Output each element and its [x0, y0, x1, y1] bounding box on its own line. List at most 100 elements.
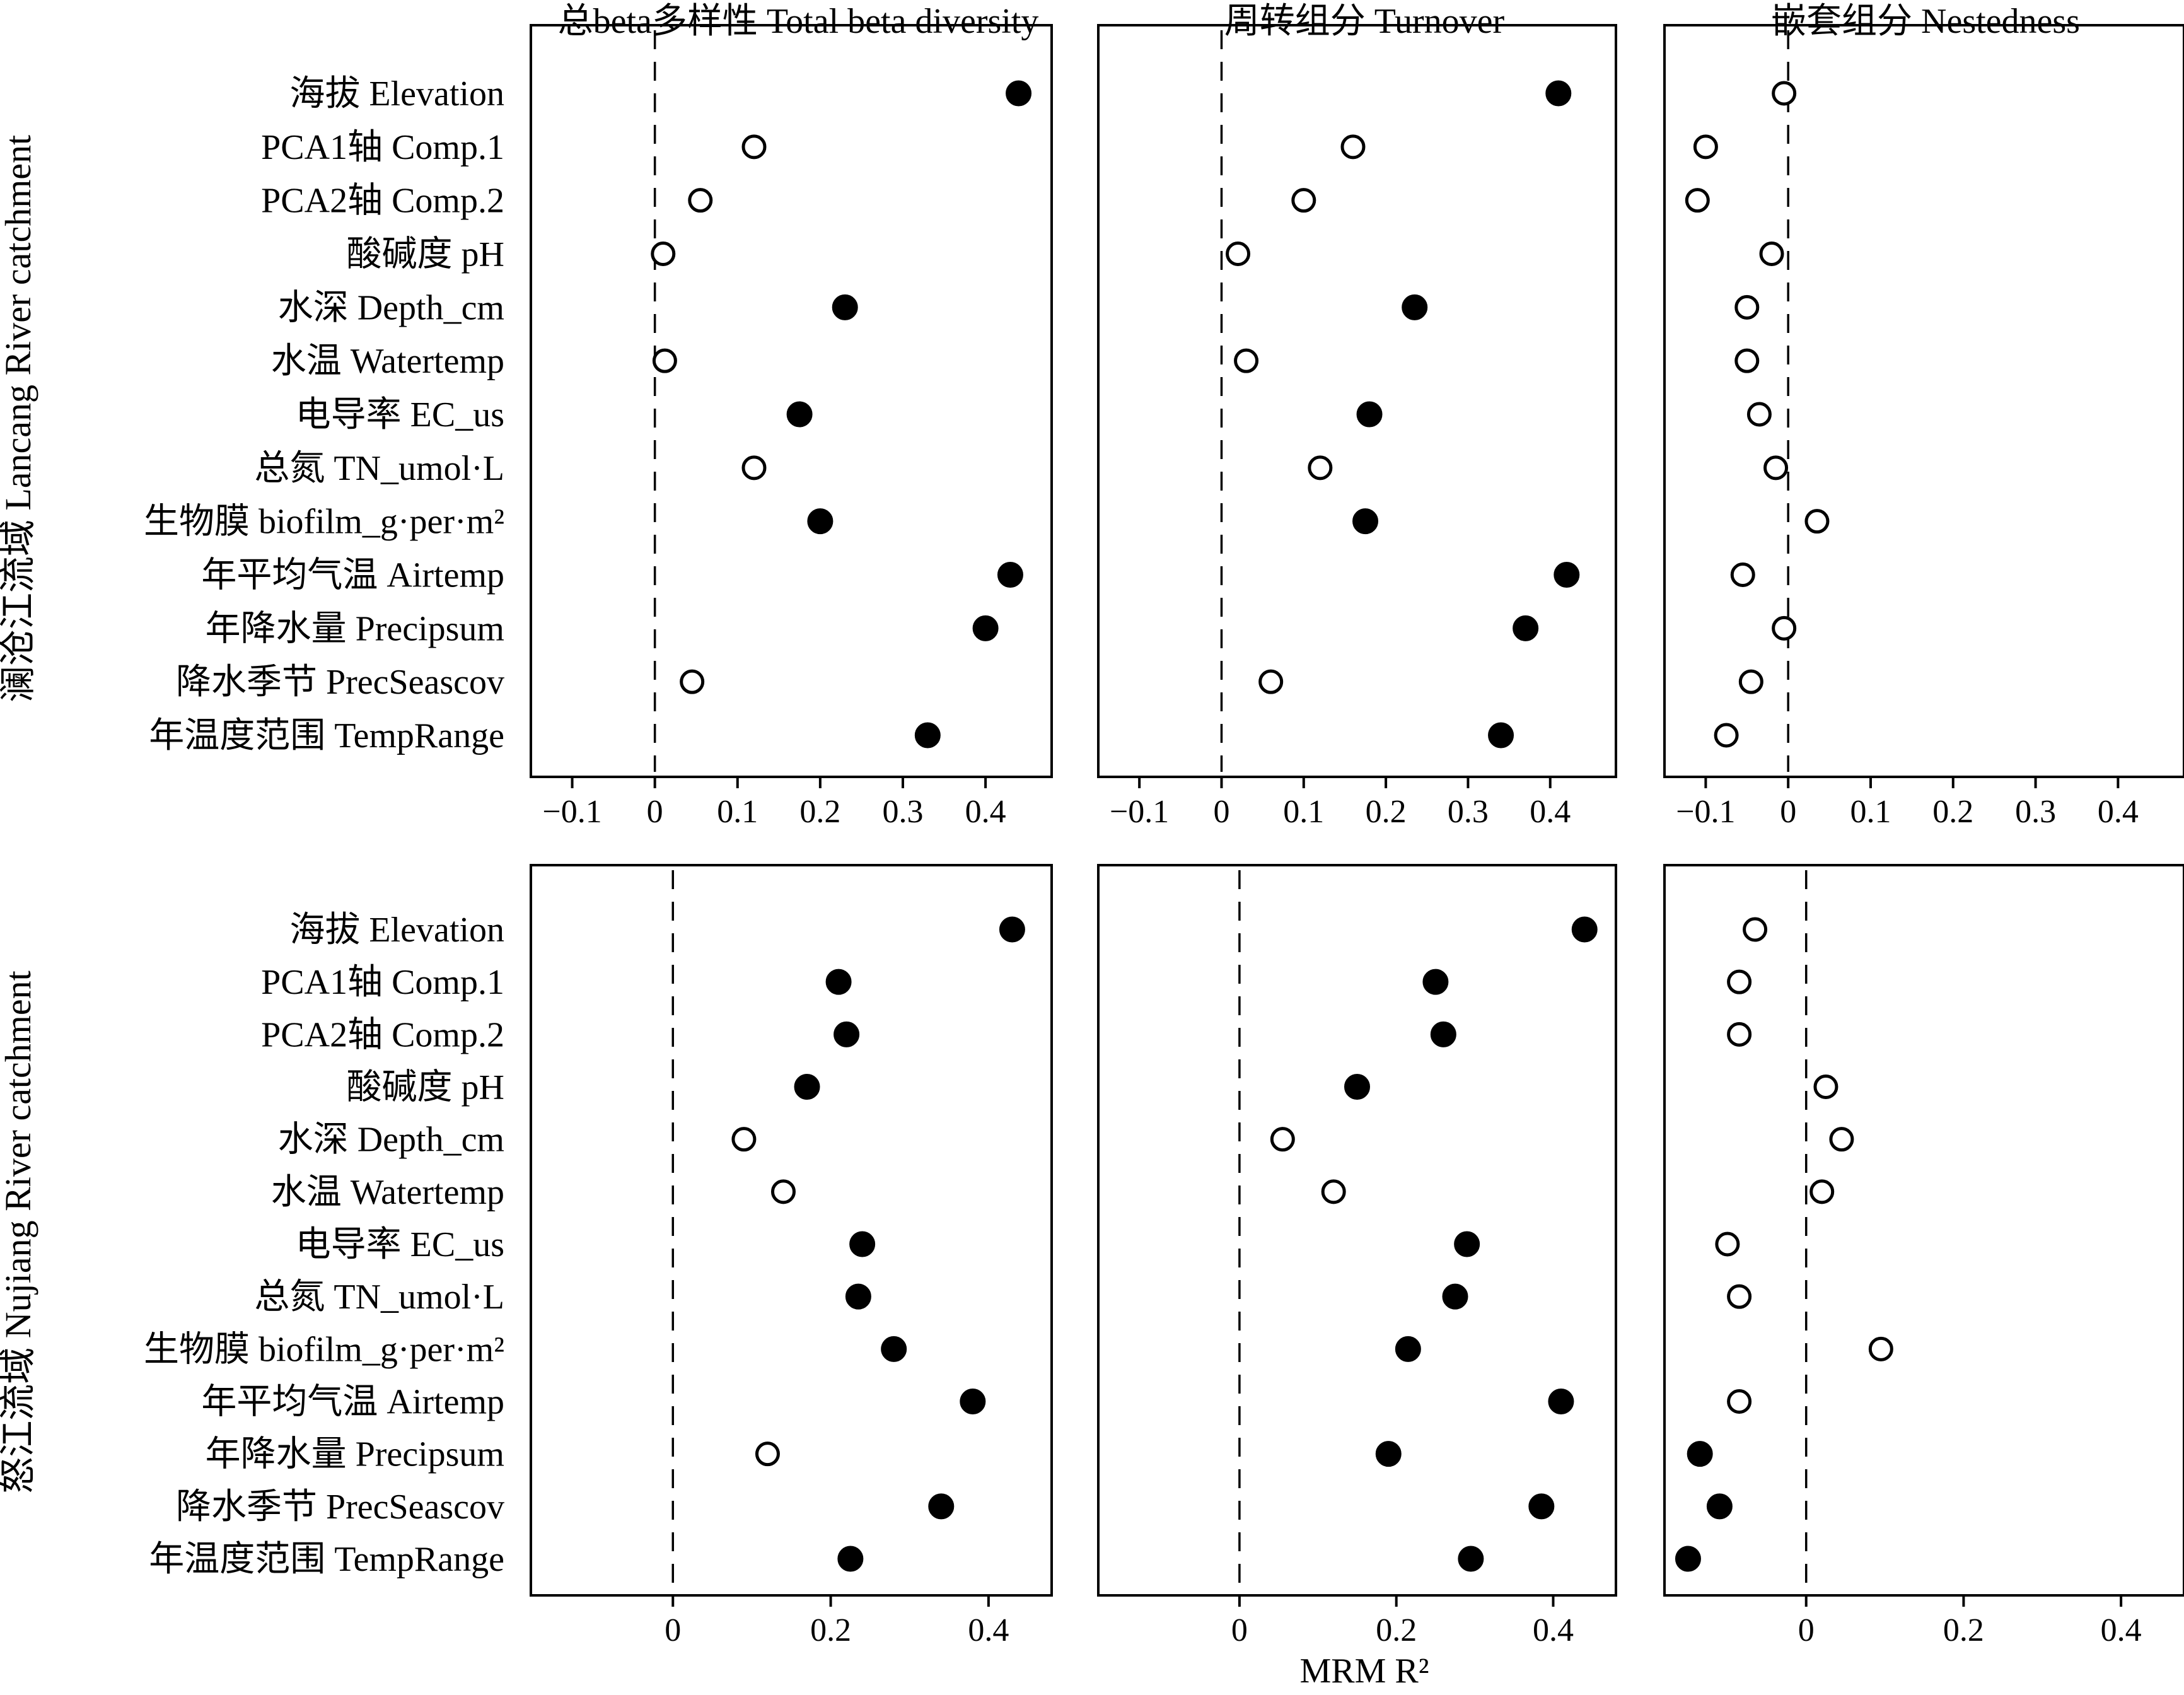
data-point	[1356, 401, 1383, 428]
panel-r0-c2: −0.1 0 0.1 0.2 0.3 0.4	[1663, 24, 2184, 830]
data-point	[786, 401, 813, 428]
category-label: 海拔 Elevation	[289, 911, 504, 950]
row-label-lancang: 澜沧江流域 Lancang River catchment	[0, 135, 38, 702]
category-label: PCA1轴 Comp.1	[261, 128, 504, 167]
data-point	[1344, 1074, 1370, 1100]
data-point	[928, 1493, 955, 1520]
data-point	[680, 669, 705, 694]
data-point	[1759, 242, 1784, 266]
x-tick-label: 0.3	[883, 794, 924, 830]
data-point	[1352, 508, 1379, 535]
x-tick-label: −0.1	[1676, 794, 1735, 830]
data-point	[881, 1336, 907, 1362]
category-label: 生物膜 biofilm_g·per·m²	[144, 503, 504, 542]
x-tick-label: 0.1	[1283, 794, 1324, 830]
category-label: 水温 Watertemp	[271, 1173, 504, 1212]
category-label: 总氮 TN_umol·L	[254, 449, 504, 488]
panel-frame	[1663, 864, 2184, 1597]
category-labels: 海拔 Elevation PCA1轴 Comp.1 PCA2轴 Comp.2 酸碱度 …	[144, 74, 504, 1579]
data-point	[770, 1179, 796, 1204]
data-point	[1727, 1022, 1752, 1047]
data-point	[731, 1127, 757, 1152]
category-label: 年平均气温 Airtemp	[201, 1383, 504, 1422]
data-point	[1454, 1231, 1480, 1257]
data-point	[1727, 1389, 1752, 1414]
x-tick-label: 0.4	[968, 1612, 1009, 1648]
category-label: 年降水量 Precipsum	[206, 609, 504, 648]
data-point	[1442, 1283, 1468, 1310]
x-tick-label: 0	[1780, 794, 1796, 830]
x-tick-label: 0.2	[1932, 794, 1973, 830]
data-point	[837, 1546, 864, 1572]
x-tick-label: 0	[1213, 794, 1229, 830]
data-point	[741, 455, 767, 481]
data-point	[845, 1283, 871, 1310]
panel-r0-c0: −0.1 0 0.1 0.2 0.3 0.4	[530, 24, 1053, 830]
x-tick-label: 0.4	[2101, 1612, 2142, 1648]
data-point	[1554, 562, 1580, 588]
category-label: PCA2轴 Comp.2	[261, 1015, 504, 1054]
panel-r1-c1: 0 0.2 0.4	[1097, 864, 1617, 1648]
data-point	[1693, 134, 1718, 160]
data-point	[1685, 188, 1710, 213]
data-point	[1772, 615, 1797, 641]
data-point	[1548, 1389, 1574, 1414]
panel-frame	[1097, 864, 1617, 1597]
data-point	[1763, 455, 1789, 481]
category-label: PCA2轴 Comp.2	[261, 182, 504, 221]
data-point	[999, 916, 1025, 943]
data-point	[1714, 723, 1739, 748]
x-tick-label: 0.2	[1376, 1612, 1417, 1648]
data-point	[1868, 1336, 1893, 1361]
data-point	[914, 722, 941, 748]
x-tick-label: 0.4	[2098, 794, 2139, 830]
data-point	[825, 969, 852, 995]
data-point	[1706, 1493, 1733, 1520]
data-point	[1743, 917, 1768, 942]
data-point	[1513, 615, 1539, 641]
category-label: 水深 Depth_cm	[278, 1121, 504, 1160]
data-point	[652, 348, 677, 373]
data-point	[1813, 1075, 1838, 1099]
data-point	[832, 294, 858, 320]
data-point	[1746, 402, 1772, 427]
data-point	[1270, 1127, 1295, 1152]
data-point	[1422, 969, 1449, 995]
panel-frame	[530, 864, 1053, 1597]
data-point	[1571, 916, 1598, 943]
category-label: 降水季节 PrecSeascov	[176, 663, 504, 702]
x-tick-label: 0.4	[965, 794, 1006, 830]
panel-r0-c1: −0.1 0 0.1 0.2 0.3 0.4	[1097, 24, 1617, 830]
column-titles: 总beta多样性 Total beta diversity 周转组分 Turno…	[558, 2, 2080, 41]
category-label: 电导率 EC_us	[296, 1225, 504, 1264]
data-point	[1340, 134, 1366, 160]
data-point	[834, 1021, 860, 1047]
x-tick-label: 0.2	[1943, 1612, 1984, 1648]
data-point	[1727, 969, 1752, 994]
data-point	[1734, 294, 1760, 320]
column-title-turnover: 周转组分 Turnover	[1224, 2, 1505, 41]
x-tick-label: 0	[665, 1612, 681, 1648]
data-point	[1321, 1179, 1346, 1204]
x-tick-label: −0.1	[1110, 794, 1169, 830]
data-point	[807, 508, 834, 535]
category-label: 酸碱度 pH	[347, 235, 504, 274]
x-tick-label: 0.3	[1448, 794, 1489, 830]
data-point	[960, 1389, 986, 1414]
x-tick-label: 0.4	[1533, 1612, 1574, 1648]
data-point	[1308, 455, 1333, 481]
data-point	[1291, 188, 1316, 213]
data-point	[1738, 669, 1763, 694]
data-point	[1829, 1127, 1854, 1152]
data-point	[1226, 242, 1251, 266]
column-title-nestedness: 嵌套组分 Nestedness	[1771, 2, 2080, 41]
category-label: 酸碱度 pH	[347, 1068, 504, 1107]
panel-frame	[1097, 24, 1617, 778]
category-label: 水温 Watertemp	[271, 342, 504, 381]
row-labels: 澜沧江流域 Lancang River catchment 怒江流域 Nujia…	[0, 135, 38, 1494]
data-point	[1430, 1021, 1456, 1047]
data-point	[1809, 1179, 1835, 1204]
data-point	[1687, 1441, 1713, 1467]
category-label: 降水季节 PrecSeascov	[176, 1488, 504, 1527]
